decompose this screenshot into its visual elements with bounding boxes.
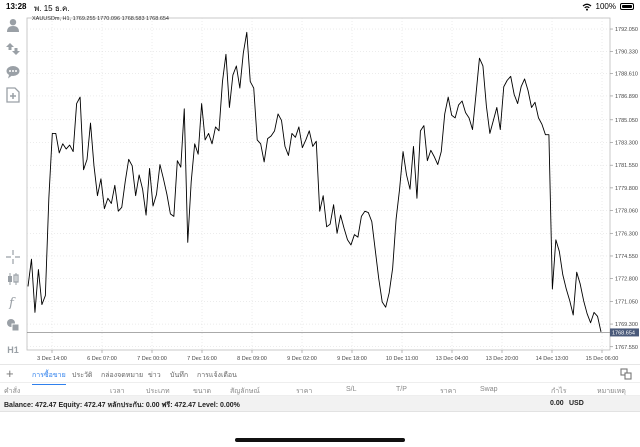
col-volume: ขนาด <box>193 388 212 395</box>
y-tick-label: 1786.890 <box>615 94 638 100</box>
x-tick-label: 13 Dec 20:00 <box>486 356 519 362</box>
col-price-current: ราคา <box>440 388 457 395</box>
battery-percent: 100% <box>595 2 616 11</box>
x-tick-label: 7 Dec 16:00 <box>187 356 217 362</box>
balance-summary: Balance: 472.47 Equity: 472.47 หลักประกั… <box>4 402 240 409</box>
add-document-icon[interactable] <box>4 86 22 104</box>
left-toolbar: f H1 <box>0 14 26 364</box>
account-currency: USD <box>569 400 584 407</box>
add-button[interactable]: + <box>6 366 14 381</box>
x-tick-label: 9 Dec 18:00 <box>337 356 367 362</box>
chart-title: XAUUSDm, H1, 1769.255 1770.096 1768.583 … <box>32 16 169 22</box>
tab-mailbox[interactable]: กล่องจดหมาย <box>101 372 144 379</box>
col-profit: กำไร <box>551 388 567 395</box>
y-tick-label: 1781.550 <box>615 163 638 169</box>
y-tick-label: 1771.050 <box>615 299 638 305</box>
status-time: 13:28 <box>6 2 27 11</box>
tab-news[interactable]: ข่าว <box>148 372 161 379</box>
current-price-label: 1768.654 <box>612 331 635 337</box>
balance-row: Balance: 472.47 Equity: 472.47 หลักประกั… <box>0 396 640 412</box>
bottom-tabs: + การซื้อขาย ประวัติ กล่องจดหมาย ข่าว บั… <box>0 364 640 385</box>
tab-journal[interactable]: บันทึก <box>170 372 189 379</box>
col-tp: T/P <box>396 386 407 393</box>
crosshair-icon[interactable] <box>4 248 22 266</box>
y-tick-label: 1785.050 <box>615 118 638 124</box>
status-bar: 13:28 พ. 15 ธ.ค. 100% <box>0 0 640 14</box>
total-profit: 0.00 <box>550 400 564 407</box>
tab-alerts[interactable]: การแจ้งเตือน <box>197 372 237 379</box>
timeframe-label[interactable]: H1 <box>7 345 19 355</box>
price-series-line <box>27 31 602 332</box>
x-tick-label: 7 Dec 00:00 <box>137 356 167 362</box>
person-icon[interactable] <box>4 16 22 34</box>
col-type: ประเภท <box>146 388 170 395</box>
col-comment: หมายเหตุ <box>597 388 626 395</box>
x-tick-label: 14 Dec 13:00 <box>536 356 569 362</box>
col-time: เวลา <box>110 388 125 395</box>
y-tick-label: 1783.300 <box>615 141 638 147</box>
x-tick-label: 9 Dec 02:00 <box>287 356 317 362</box>
objects-icon[interactable] <box>4 316 22 334</box>
col-order: คำสั่ง <box>4 388 21 395</box>
col-swap: Swap <box>480 386 498 393</box>
x-tick-label: 8 Dec 09:00 <box>237 356 267 362</box>
x-tick-label: 3 Dec 14:00 <box>37 356 67 362</box>
x-tick-label: 13 Dec 04:00 <box>436 356 469 362</box>
col-symbol: สัญลักษณ์ <box>230 388 260 395</box>
y-tick-label: 1767.550 <box>615 345 638 351</box>
x-tick-label: 15 Dec 06:00 <box>586 356 619 362</box>
plot-frame <box>26 17 611 351</box>
y-tick-label: 1792.050 <box>615 27 638 33</box>
col-price: ราคา <box>296 388 313 395</box>
y-tick-label: 1772.800 <box>615 277 638 283</box>
y-tick-label: 1769.300 <box>615 322 638 328</box>
y-tick-label: 1776.300 <box>615 231 638 237</box>
tab-history[interactable]: ประวัติ <box>72 372 93 379</box>
arrows-icon[interactable] <box>4 40 22 58</box>
current-price-tag <box>610 328 639 337</box>
svg-text:f: f <box>8 296 16 309</box>
y-tick-label: 1779.800 <box>615 186 638 192</box>
tools-icon[interactable] <box>620 368 632 380</box>
home-indicator <box>235 438 405 442</box>
y-tick-label: 1778.060 <box>615 208 638 214</box>
wifi-icon <box>582 3 591 11</box>
chart-svg: 1792.050 1790.330 1788.610 1786.890 1785.050… <box>26 17 639 362</box>
y-tick-label: 1788.610 <box>615 72 638 78</box>
col-sl: S/L <box>346 386 357 393</box>
x-tick-label: 10 Dec 11:00 <box>386 356 418 362</box>
tab-trade[interactable]: การซื้อขาย <box>32 372 66 385</box>
candles-icon[interactable] <box>4 270 22 288</box>
price-chart[interactable]: 1792.050 1790.330 1788.610 1786.890 1785.050… <box>26 14 640 364</box>
orders-table-header: คำสั่ง เวลา ประเภท ขนาด สัญลักษณ์ ราคา S… <box>0 382 640 396</box>
y-tick-label: 1790.330 <box>615 49 638 55</box>
function-icon[interactable]: f <box>4 293 22 311</box>
battery-icon <box>620 3 634 10</box>
y-tick-label: 1774.550 <box>615 254 638 260</box>
chat-icon[interactable] <box>4 63 22 81</box>
x-tick-label: 6 Dec 07:00 <box>87 356 117 362</box>
status-date: พ. 15 ธ.ค. <box>34 4 70 13</box>
